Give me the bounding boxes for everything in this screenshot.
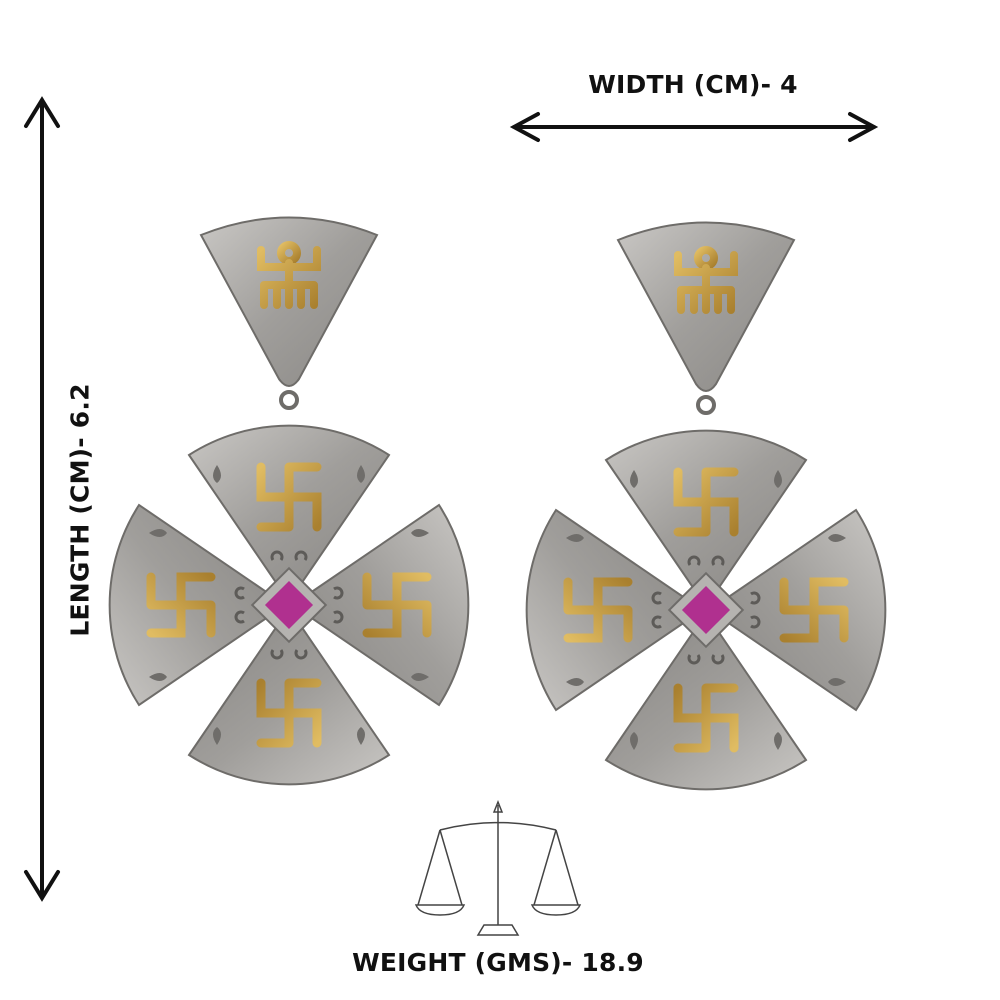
length-arrow-icon	[24, 96, 60, 902]
width-arrow-icon	[509, 112, 879, 142]
earring-right	[527, 223, 886, 790]
weight-label: WEIGHT (GMS)- 18.9	[352, 948, 644, 977]
width-label: WIDTH (CM)- 4	[588, 70, 798, 99]
earring-left	[110, 218, 469, 785]
balance-scale-icon	[414, 799, 582, 936]
length-label: LENGTH (CM)- 6.2	[65, 383, 95, 637]
